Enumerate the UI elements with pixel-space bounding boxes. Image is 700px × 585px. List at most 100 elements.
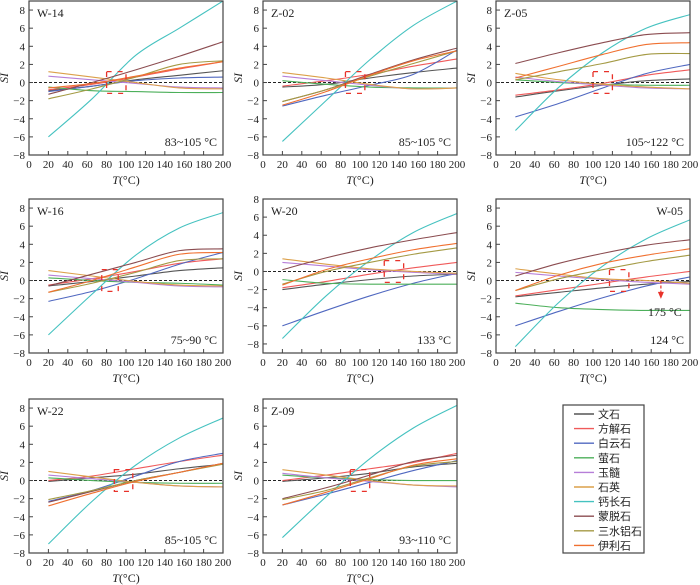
x-tick-label: 160 [176, 159, 193, 171]
x-tick-label: 180 [429, 357, 446, 369]
temperature-annotation: 85~105 °C [399, 135, 451, 149]
series-line-2 [282, 272, 457, 327]
series-line-6 [282, 1, 457, 142]
series-line-6 [48, 1, 223, 138]
series-line-9 [282, 458, 457, 506]
panel-title: Z-09 [271, 404, 294, 418]
y-axis-label: SI [464, 270, 478, 281]
panel-w-22: 0 20 40 60 80 100 120 140 160 180 200 −8 −6 −4 −2 0 2 4 6 8… [0, 398, 232, 585]
y-tick-label: −2 [480, 96, 492, 108]
temperature-range-box [113, 469, 134, 493]
x-tick-label: 200 [682, 357, 699, 369]
y-tick-label: −2 [480, 294, 492, 306]
panel-z-05: 0 20 40 60 80 100 120 140 160 180 200 −8 −6 −4 −2 0 2 4 6 8… [464, 0, 699, 187]
y-tick-label: −6 [247, 530, 259, 542]
x-tick-label: 100 [352, 159, 369, 171]
series-line-8 [48, 258, 223, 293]
x-tick-label: 180 [429, 159, 446, 171]
series-line-2 [515, 63, 690, 118]
x-tick-label: 40 [529, 357, 541, 369]
legend-item: 钙长石 [574, 495, 631, 509]
y-tick-label: −2 [13, 96, 25, 108]
x-tick-label: 160 [176, 557, 193, 569]
x-axis-label-variable: T [579, 173, 587, 187]
x-tick-label: 180 [429, 557, 446, 569]
panel-w-14: 0 20 40 60 80 100 120 140 160 180 200 −8 −6 −4 −2 0 2 4 6 8… [0, 0, 232, 187]
series-line-8 [515, 254, 690, 292]
series-line-6 [48, 417, 223, 545]
panel-w-16: 0 20 40 60 80 100 120 140 160 180 200 −8 −6 −4 −2 0 2 4 6 8… [0, 198, 232, 385]
legend-frame [562, 404, 645, 554]
x-tick-label: 140 [391, 357, 408, 369]
series-line-9 [282, 50, 457, 106]
x-tick-label: 140 [624, 357, 641, 369]
y-tick-label: 8 [487, 5, 493, 17]
legend-item: 三水铝石 [574, 524, 642, 538]
x-tick-label: 20 [43, 557, 55, 569]
y-tick-label: −8 [13, 348, 25, 360]
y-tick-label: 8 [20, 403, 26, 415]
x-tick-label: 160 [410, 557, 427, 569]
temperature-annotation: 83~105 °C [165, 135, 217, 149]
x-tick-label: 100 [585, 357, 602, 369]
y-tick-label: −2 [13, 294, 25, 306]
y-tick-label: −8 [480, 150, 492, 162]
y-tick-label: 6 [254, 23, 260, 35]
x-axis-label: T(°C) [346, 571, 373, 585]
y-tick-label: 8 [254, 5, 260, 17]
y-tick-label: 8 [20, 203, 26, 215]
series-line-0 [282, 273, 457, 291]
x-tick-label: 140 [157, 357, 174, 369]
x-axis-label: T(°C) [112, 571, 139, 585]
series-line-1 [48, 258, 223, 286]
legend-label: 钙长石 [598, 495, 631, 509]
y-tick-label: −8 [247, 339, 259, 351]
y-tick-label: 4 [487, 41, 493, 53]
x-axis-label: T(°C) [579, 371, 606, 385]
legend-item: 石英 [574, 480, 620, 494]
x-axis-label-unit: (°C) [119, 371, 140, 385]
x-axis-label-unit: (°C) [586, 173, 607, 187]
x-tick-label: 160 [176, 357, 193, 369]
series-line-3 [282, 279, 457, 285]
temperature-range-box [101, 269, 119, 293]
x-axis-label-variable: T [346, 571, 354, 585]
legend-item: 白云石 [574, 436, 631, 450]
y-tick-label: 6 [20, 221, 26, 233]
x-tick-label: 80 [335, 159, 347, 171]
x-tick-label: 160 [410, 159, 427, 171]
y-tick-label: 2 [254, 457, 260, 469]
temperature-annotation: 124 °C [650, 333, 684, 347]
y-tick-label: 0 [487, 78, 493, 90]
y-tick-label: 8 [487, 203, 493, 215]
y-tick-label: 6 [254, 212, 260, 224]
x-tick-label: 140 [624, 159, 641, 171]
panel-title: W-16 [37, 204, 64, 218]
x-tick-label: 20 [277, 159, 289, 171]
series-line-9 [48, 61, 223, 89]
y-tick-label: 6 [487, 221, 493, 233]
y-tick-label: −6 [13, 530, 25, 542]
x-axis-label-unit: (°C) [353, 371, 374, 385]
x-tick-label: 180 [195, 159, 212, 171]
series-line-0 [48, 463, 223, 482]
series-line-8 [282, 247, 457, 285]
series-line-4 [282, 261, 457, 275]
y-tick-label: 0 [254, 78, 260, 90]
x-tick-label: 80 [101, 357, 113, 369]
panel-title: W-22 [37, 404, 64, 418]
series-line-9 [48, 462, 223, 507]
y-tick-label: 8 [254, 403, 260, 415]
x-tick-label: 180 [662, 357, 679, 369]
x-tick-label: 80 [335, 357, 347, 369]
x-axis-label: T(°C) [112, 371, 139, 385]
legend-label: 伊利石 [598, 539, 631, 552]
x-tick-label: 80 [101, 159, 113, 171]
x-tick-label: 120 [137, 159, 154, 171]
x-axis-label-unit: (°C) [586, 371, 607, 385]
series-group [48, 212, 223, 336]
y-axis-label: SI [0, 270, 11, 281]
x-tick-label: 0 [26, 159, 32, 171]
